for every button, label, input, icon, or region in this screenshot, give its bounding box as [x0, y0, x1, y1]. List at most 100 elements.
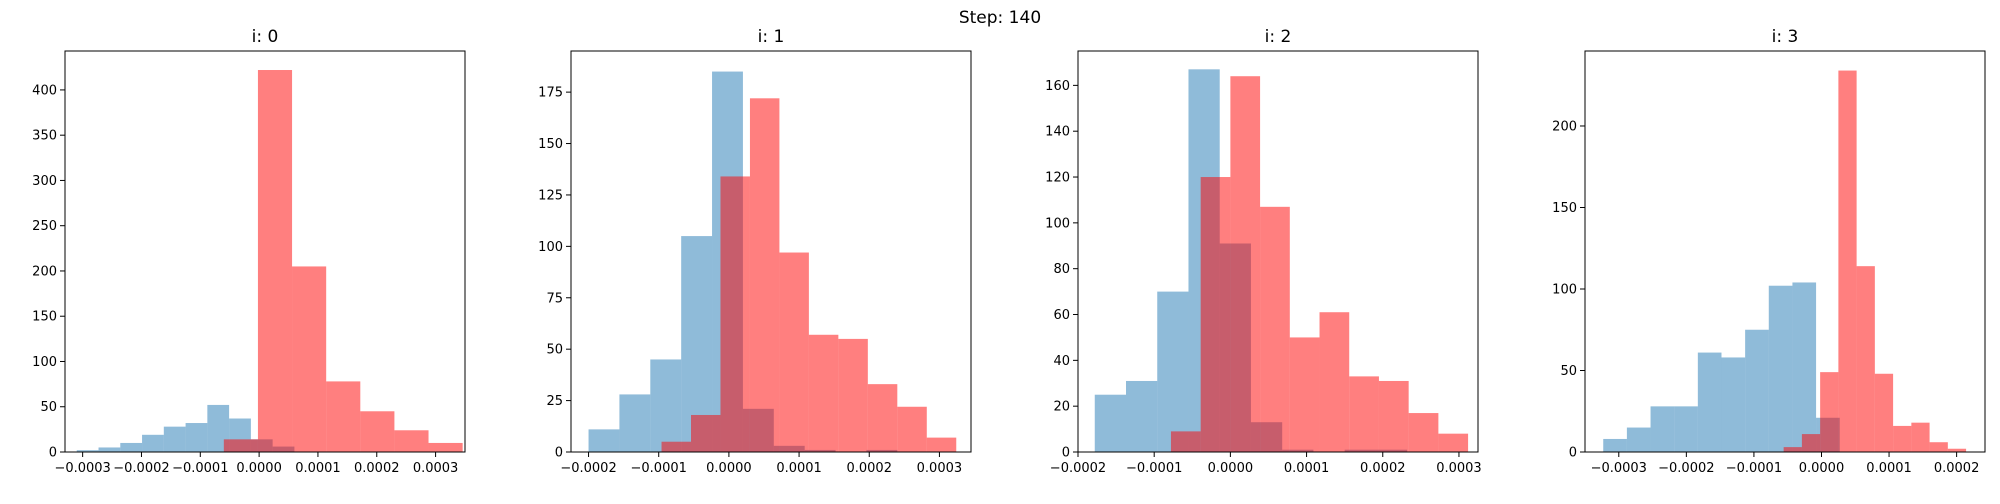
y-tick-label: 100 — [1552, 282, 1577, 297]
y-tick-label: 400 — [32, 83, 57, 98]
y-tick-label: 0 — [555, 446, 563, 461]
y-tick-label: 175 — [538, 86, 563, 101]
histogram-bar — [1170, 431, 1201, 452]
y-tick-label: 150 — [1552, 201, 1577, 216]
y-tick-label: 25 — [546, 394, 563, 409]
histogram-bar — [1801, 434, 1821, 452]
y-tick-label: 300 — [32, 174, 57, 189]
histogram-bar — [838, 338, 868, 452]
histogram-bar — [1200, 177, 1231, 452]
subplot-title: i: 2 — [1265, 27, 1292, 47]
histogram-bar — [185, 423, 208, 452]
x-tick-label: 0.0002 — [846, 461, 892, 476]
histogram-bar — [1911, 422, 1930, 452]
y-tick-label: 120 — [1045, 171, 1070, 186]
x-tick-label: −0.0001 — [631, 461, 687, 476]
histogram-bar — [76, 450, 99, 452]
histogram-bar — [897, 406, 927, 452]
axes-frame — [1584, 50, 1986, 453]
histogram-bar — [98, 447, 121, 452]
subplot-0: i: 0 −0.0003 −0.0002 −0.0001 0.0000 0.0001 0.0… — [32, 27, 466, 476]
histogram-bar — [1650, 406, 1675, 452]
x-tick-label: −0.0001 — [1726, 461, 1782, 476]
y-tick-label: 350 — [32, 129, 57, 144]
histogram-bar — [1745, 329, 1769, 452]
histogram-bar — [1260, 206, 1290, 452]
axes-frame — [64, 50, 466, 453]
histogram-bar — [360, 411, 395, 452]
y-tick-label: 0 — [1569, 446, 1577, 461]
histogram-bar — [1438, 433, 1469, 452]
histogram-bar — [1603, 438, 1627, 452]
y-tick-label: 150 — [32, 310, 57, 325]
histogram-bar — [163, 426, 186, 452]
histogram-bar — [394, 430, 429, 452]
histogram-bar — [1674, 406, 1698, 452]
histogram-bar — [1947, 448, 1967, 452]
histogram-bar — [661, 441, 691, 452]
histogram-bar — [1768, 285, 1793, 452]
y-tick-label: 0 — [1062, 446, 1070, 461]
x-tick-label: 0.0001 — [295, 461, 341, 476]
x-tick-label: −0.0003 — [54, 461, 110, 476]
x-tick-label: 0.0000 — [236, 461, 282, 476]
y-tick-label: 140 — [1045, 125, 1070, 140]
subplot-2: i: 2 −0.0002 −0.0001 0.0000 0.0001 0.0002 0.00… — [1045, 27, 1482, 476]
x-tick-label: 0.0000 — [706, 461, 752, 476]
histogram-bar — [207, 404, 230, 452]
histogram-bar — [1378, 380, 1409, 452]
histogram-bar — [1230, 76, 1261, 453]
histogram-bar — [867, 384, 898, 452]
subplot-title: i: 0 — [252, 27, 279, 47]
histogram-bar — [1408, 413, 1439, 452]
y-tick-label: 50 — [40, 400, 57, 415]
figure-suptitle: Step: 140 — [958, 8, 1042, 28]
x-tick-label: 0.0003 — [917, 461, 963, 476]
x-tick-label: 0.0001 — [1284, 461, 1330, 476]
axes-frame — [570, 50, 972, 453]
histogram-bar — [1783, 447, 1802, 452]
x-tick-label: 0.0000 — [1208, 461, 1254, 476]
x-tick-label: 0.0002 — [354, 461, 400, 476]
y-tick-label: 20 — [1053, 400, 1070, 415]
histogram-bar — [1626, 427, 1651, 452]
y-tick-label: 125 — [538, 188, 563, 203]
x-tick-label: −0.0002 — [1050, 461, 1106, 476]
x-tick-label: −0.0003 — [1591, 461, 1647, 476]
histogram-bar — [142, 434, 164, 452]
histogram-bar — [720, 176, 750, 452]
x-tick-label: 0.0002 — [1934, 461, 1980, 476]
x-tick-label: 0.0002 — [1360, 461, 1406, 476]
histogram-bar — [749, 98, 780, 453]
y-tick-label: 150 — [538, 137, 563, 152]
subplot-title: i: 3 — [1772, 27, 1799, 47]
y-tick-label: 250 — [32, 219, 57, 234]
y-tick-label: 50 — [1560, 364, 1577, 379]
histogram-bar — [1697, 352, 1722, 452]
x-tick-label: 0.0001 — [1866, 461, 1912, 476]
histogram-bar — [926, 437, 957, 452]
x-tick-label: −0.0002 — [113, 461, 169, 476]
x-tick-label: −0.0001 — [1126, 461, 1182, 476]
histogram-bar — [1874, 373, 1894, 452]
x-tick-label: 0.0003 — [1436, 461, 1482, 476]
histogram-bar — [1721, 357, 1746, 452]
y-tick-label: 75 — [546, 291, 563, 306]
subplot-title: i: 1 — [758, 27, 785, 47]
y-tick-label: 160 — [1045, 79, 1070, 94]
y-tick-label: 100 — [1045, 216, 1070, 231]
histogram-bar — [257, 70, 293, 452]
x-tick-label: 0.0003 — [413, 461, 459, 476]
histogram-bar — [292, 266, 327, 452]
histogram-bar — [1157, 291, 1189, 452]
x-tick-label: 0.0000 — [1799, 461, 1845, 476]
histogram-bar — [1289, 337, 1320, 452]
histogram-bar — [1319, 312, 1350, 452]
histogram-bar — [428, 442, 463, 452]
histogram-bar — [779, 252, 809, 452]
histogram-bar — [1094, 394, 1126, 452]
histogram-bar — [120, 442, 143, 452]
subplot-3: i: 3 −0.0003 −0.0002 −0.0001 0.0000 0.0001 0.0… — [1552, 27, 1986, 476]
